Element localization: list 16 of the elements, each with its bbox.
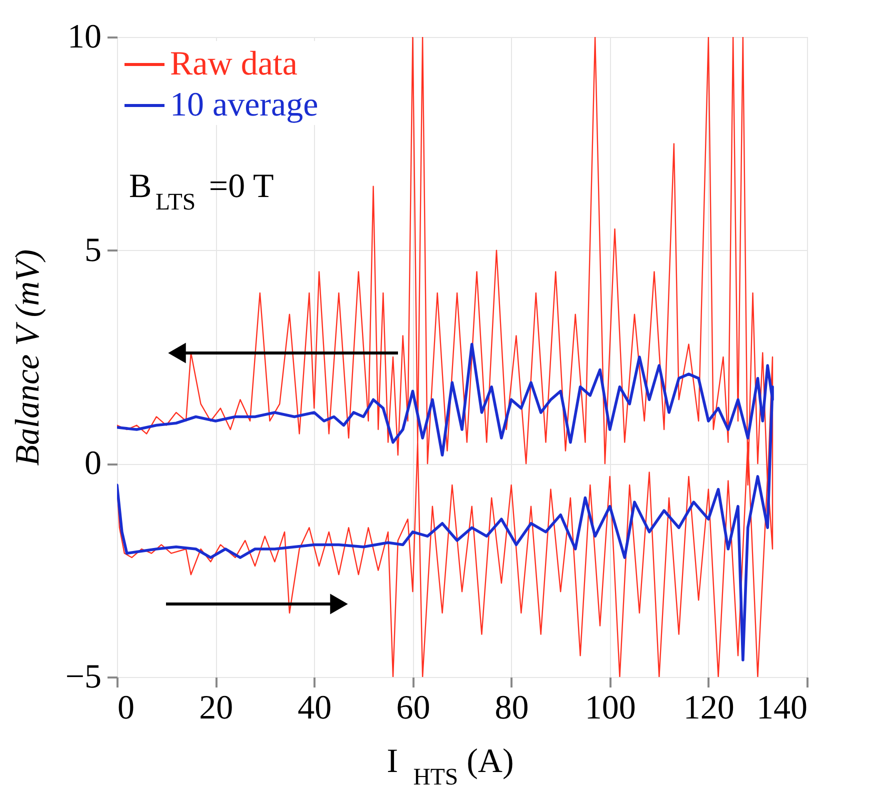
y-axis-title: Balance V (mV) bbox=[9, 249, 46, 466]
line-series bbox=[117, 342, 774, 662]
x-tick-label: 40 bbox=[298, 690, 332, 726]
x-tick-label: 0 bbox=[118, 690, 134, 726]
x-tick-label: 120 bbox=[683, 690, 734, 726]
x-tick-label: 60 bbox=[396, 690, 430, 726]
legend-label: Raw data bbox=[170, 46, 298, 82]
x-tick-label: 80 bbox=[494, 690, 529, 726]
y-tick-label: 10 bbox=[68, 18, 102, 56]
x-tick-label: 100 bbox=[584, 690, 636, 726]
y-tick-label: 5 bbox=[84, 232, 102, 269]
legend-label: 10 average bbox=[170, 86, 318, 124]
x-tick-label: 20 bbox=[199, 690, 234, 726]
x-tick-label: 140 bbox=[756, 690, 808, 726]
y-tick-label: 0 bbox=[84, 445, 102, 482]
y-tick-label: −5 bbox=[65, 658, 102, 696]
